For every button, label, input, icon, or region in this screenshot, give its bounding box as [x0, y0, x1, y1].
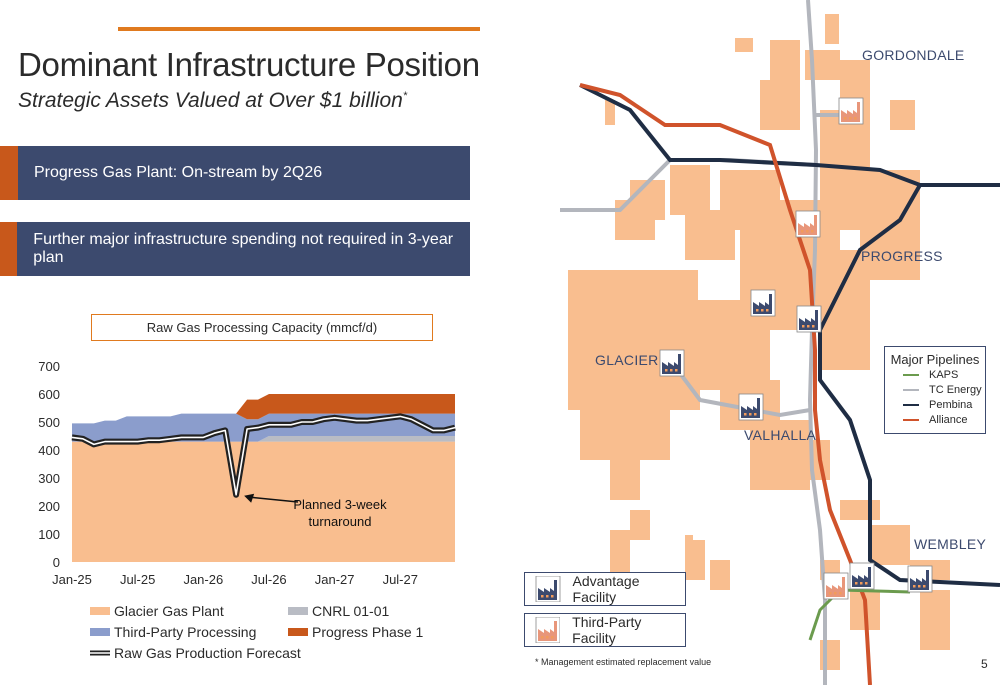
x-tick-label: Jan-26: [183, 572, 223, 587]
third-party-factory-icon: [838, 97, 864, 125]
banner-text: Progress Gas Plant: On-stream by 2Q26: [34, 164, 323, 181]
advantage-factory-icon: [796, 305, 822, 333]
third-party-facility-legend: Third-Party Facility: [524, 613, 686, 647]
facility-icons: [659, 97, 933, 600]
y-tick-label: 0: [53, 555, 60, 570]
banner-infrastructure: Further major infrastructure spending no…: [0, 222, 470, 276]
legend-progress: Progress Phase 1: [288, 624, 423, 640]
pipeline-swatch: [903, 373, 919, 376]
legend-swatch: [90, 607, 110, 615]
y-tick-label: 500: [38, 415, 60, 430]
x-tick-label: Jul-25: [120, 572, 155, 587]
legend-swatch: [288, 628, 308, 636]
map-label-valhalla: VALHALLA: [744, 427, 817, 443]
forecast-line-inner: [71, 415, 456, 496]
third-party-factory-icon: [795, 210, 821, 238]
annotation-text: Planned 3-week: [293, 497, 387, 512]
legend-swatch: [90, 628, 110, 636]
annotation-arrow-head: [244, 493, 255, 503]
advantage-factory-icon: [849, 562, 875, 590]
advantage-factory-icon: [659, 349, 685, 377]
legend-cnrl: CNRL 01-01: [288, 603, 389, 619]
pipeline-legend: Major Pipelines KAPS TC Energy Pembina A…: [884, 346, 986, 434]
subtitle-footnote-mark: *: [402, 90, 408, 102]
asset-map: [560, 0, 1000, 685]
y-tick-label: 400: [38, 443, 60, 458]
map-label-wembley: WEMBLEY: [914, 536, 987, 552]
pipeline-swatch: [903, 388, 919, 391]
y-tick-label: 300: [38, 471, 60, 486]
banner-text: Further major infrastructure spending no…: [33, 231, 454, 266]
area-progress-phase-1: [72, 394, 455, 424]
pipeline-label: Alliance: [929, 413, 968, 426]
x-tick-label: Jan-27: [315, 572, 355, 587]
chart-title: Raw Gas Processing Capacity (mmcf/d): [91, 314, 433, 341]
y-tick-label: 200: [38, 499, 60, 514]
banner-accent: [0, 222, 18, 276]
pipeline-legend-row: Pembina: [903, 397, 985, 412]
legend-swatch: [288, 607, 308, 615]
area-glacier-gas-plant: [72, 441, 455, 562]
x-tick-label: Jan-25: [52, 572, 92, 587]
subtitle-text: Strategic Assets Valued at Over $1 billi…: [18, 89, 403, 112]
pembina-pipeline: [579, 83, 1000, 187]
advantage-facility-legend: Advantage Facility: [524, 572, 686, 606]
map-label-progress: PROGRESS: [861, 248, 943, 264]
legend-label: Progress Phase 1: [312, 624, 424, 640]
pipeline-legend-title: Major Pipelines: [890, 352, 980, 367]
footnote: * Management estimated replacement value: [535, 657, 712, 667]
x-tick-label: Jul-27: [383, 572, 418, 587]
facility-legend-label: Advantage Facility: [572, 573, 640, 605]
page-subtitle: Strategic Assets Valued at Over $1 billi…: [18, 89, 407, 113]
pipeline-label: TC Energy: [929, 383, 982, 396]
y-tick-label: 700: [38, 359, 60, 374]
banner-progress-plant: Progress Gas Plant: On-stream by 2Q26: [0, 146, 470, 200]
legend-forecast: Raw Gas Production Forecast: [90, 645, 301, 661]
legend-glacier: Glacier Gas Plant: [90, 603, 224, 619]
pipeline-legend-row: KAPS: [903, 367, 985, 382]
x-tick-label: Jul-26: [251, 572, 286, 587]
legend-swatch: [90, 650, 110, 656]
pipeline-swatch: [903, 403, 919, 406]
legend-label: CNRL 01-01: [312, 603, 390, 619]
pipeline-label: Pembina: [929, 398, 973, 411]
tc-energy-pipeline: [806, 0, 827, 685]
third-party-factory-icon: [535, 617, 561, 643]
factory-icon: [535, 617, 561, 643]
page-title: Dominant Infrastructure Position: [18, 46, 480, 83]
pipeline-label: KAPS: [929, 368, 959, 381]
annotation-arrow-line: [246, 496, 299, 503]
legend-label: Raw Gas Production Forecast: [114, 645, 301, 661]
accent-bar: [118, 27, 480, 31]
y-tick-label: 600: [38, 387, 60, 402]
advantage-factory-icon: [750, 289, 776, 317]
page-number: 5: [981, 657, 988, 671]
map-label-gordondale: GORDONDALE: [862, 47, 965, 63]
factory-icon: [535, 576, 561, 602]
advantage-factory-icon: [738, 393, 764, 421]
map-label-glacier: GLACIER: [595, 352, 659, 368]
pipeline-legend-row: TC Energy: [903, 382, 985, 397]
pipeline-legend-row: Alliance: [903, 412, 985, 427]
y-tick-label: 100: [38, 527, 60, 542]
pembina-pipeline: [818, 184, 1000, 587]
advantage-factory-icon: [907, 565, 933, 593]
capacity-chart: 0 100 200 300 400 500 600 700 Jan-25 Jul-25 Jan-26…: [38, 359, 456, 587]
third-party-factory-icon: [823, 572, 849, 600]
legend-label: Glacier Gas Plant: [114, 603, 224, 619]
kaps-pipeline: [808, 588, 911, 641]
legend-label: Third-Party Processing: [114, 624, 257, 640]
land-holdings: [568, 14, 950, 670]
annotation-text: turnaround: [309, 514, 372, 529]
facility-legend-label: Third-Party Facility: [572, 614, 642, 646]
pipeline-swatch: [903, 418, 919, 421]
advantage-factory-icon: [535, 576, 561, 602]
banner-accent: [0, 146, 18, 200]
legend-third-party: Third-Party Processing: [90, 624, 256, 640]
